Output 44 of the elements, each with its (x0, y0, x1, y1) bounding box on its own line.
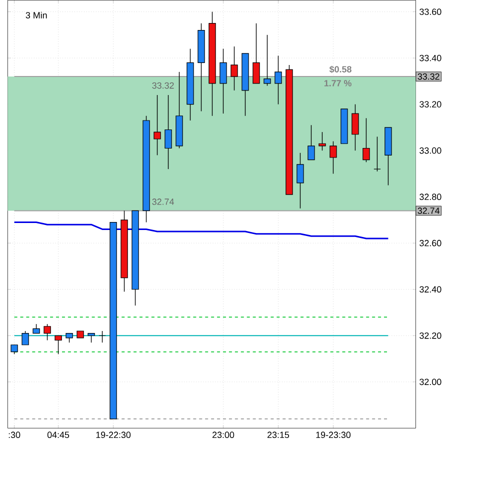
x-tick-label: 23:00 (212, 432, 234, 438)
candlestick (330, 140, 337, 174)
candlestick (374, 136, 381, 172)
y-tick-label: 33.20 (420, 101, 442, 108)
candlestick (32, 324, 40, 334)
x-tick-label: 19-23:30 (316, 432, 351, 438)
candlestick (54, 335, 62, 354)
candlestick (296, 152, 304, 209)
y-tick-label: 33.60 (420, 8, 442, 15)
candlestick (252, 22, 260, 84)
y-tick-label: 33.00 (420, 147, 442, 154)
candlestick (22, 330, 29, 346)
x-tick-label: :30 (8, 432, 20, 438)
candlestick (318, 132, 326, 151)
text: 3 Min (26, 12, 47, 18)
annotation: 1.77 % (324, 80, 352, 86)
y-tick-label: 32.40 (420, 286, 442, 293)
candlestick (10, 344, 18, 354)
x-tick-label: 23:15 (268, 432, 290, 438)
ref-line-label: 32.74 (418, 208, 440, 214)
y-tick-label: 32.00 (420, 378, 442, 386)
y-tick-label: 32.60 (420, 240, 442, 246)
x-tick-label: 04:45 (48, 432, 70, 438)
x-tick-label: 19-22:30 (96, 432, 131, 438)
candlestick (44, 324, 51, 341)
ref-line-label: 33.32 (418, 73, 440, 80)
candlestick (264, 34, 271, 86)
candlestick (154, 94, 161, 156)
candlestick (88, 332, 95, 343)
candlestick (362, 118, 370, 162)
candlestick (220, 48, 227, 114)
candlestick (66, 332, 73, 343)
candlestick (98, 330, 106, 343)
candlestick (308, 124, 315, 160)
y-tick-label: 32.80 (420, 194, 442, 200)
y-tick-label: 32.20 (420, 332, 442, 339)
y-tick-label: 33.40 (420, 54, 442, 62)
candlestick (164, 94, 172, 170)
candlestick (230, 46, 238, 91)
candlestick (274, 55, 282, 105)
annotation: 32.74 (152, 198, 174, 205)
annotation: 33.32 (152, 82, 174, 89)
annotation: $0.58 (330, 66, 352, 74)
candlestick (352, 104, 359, 151)
